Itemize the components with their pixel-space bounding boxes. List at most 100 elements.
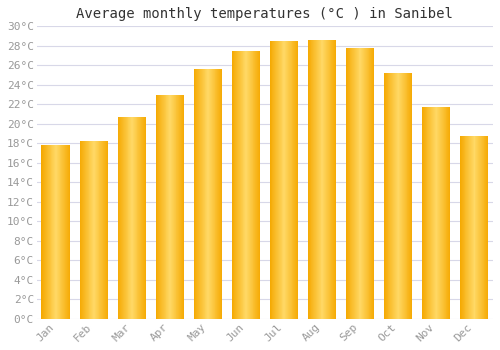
Bar bbox=[122, 117, 123, 319]
Bar bbox=[460, 136, 461, 319]
Bar bbox=[119, 117, 120, 319]
Bar bbox=[393, 73, 394, 319]
Bar bbox=[125, 117, 126, 319]
Bar bbox=[370, 48, 371, 319]
Bar bbox=[196, 69, 197, 319]
Bar bbox=[359, 48, 360, 319]
Bar bbox=[104, 141, 105, 319]
Bar bbox=[346, 48, 347, 319]
Bar bbox=[437, 107, 438, 319]
Bar bbox=[397, 73, 398, 319]
Bar bbox=[354, 48, 355, 319]
Bar bbox=[422, 107, 423, 319]
Bar bbox=[371, 48, 372, 319]
Bar bbox=[470, 136, 471, 319]
Bar bbox=[206, 69, 207, 319]
Bar bbox=[239, 51, 240, 319]
Bar bbox=[85, 141, 86, 319]
Bar bbox=[256, 51, 257, 319]
Bar bbox=[316, 40, 317, 319]
Bar bbox=[424, 107, 425, 319]
Bar bbox=[368, 48, 369, 319]
Bar bbox=[391, 73, 392, 319]
Bar bbox=[486, 136, 487, 319]
Bar bbox=[180, 94, 181, 319]
Bar bbox=[295, 41, 296, 319]
Bar bbox=[474, 136, 475, 319]
Bar bbox=[329, 40, 330, 319]
Bar bbox=[321, 40, 322, 319]
Bar bbox=[311, 40, 312, 319]
Bar bbox=[290, 41, 291, 319]
Bar bbox=[282, 41, 283, 319]
Bar bbox=[461, 136, 462, 319]
Bar bbox=[390, 73, 391, 319]
Bar bbox=[176, 94, 177, 319]
Bar bbox=[159, 94, 160, 319]
Bar bbox=[162, 94, 163, 319]
Bar bbox=[86, 141, 87, 319]
Bar bbox=[221, 69, 222, 319]
Bar bbox=[195, 69, 196, 319]
Bar bbox=[92, 141, 93, 319]
Bar bbox=[357, 48, 358, 319]
Bar bbox=[81, 141, 82, 319]
Bar bbox=[219, 69, 220, 319]
Bar bbox=[102, 141, 103, 319]
Bar bbox=[410, 73, 411, 319]
Bar bbox=[479, 136, 480, 319]
Bar bbox=[279, 41, 280, 319]
Bar bbox=[204, 69, 205, 319]
Bar bbox=[211, 69, 212, 319]
Bar bbox=[310, 40, 311, 319]
Bar bbox=[82, 141, 83, 319]
Bar bbox=[241, 51, 242, 319]
Bar bbox=[441, 107, 442, 319]
Bar bbox=[354, 48, 355, 319]
Bar bbox=[288, 41, 289, 319]
Bar bbox=[248, 51, 249, 319]
Bar bbox=[433, 107, 434, 319]
Bar bbox=[123, 117, 124, 319]
Bar bbox=[84, 141, 85, 319]
Bar bbox=[245, 51, 246, 319]
Bar bbox=[463, 136, 464, 319]
Bar bbox=[124, 117, 125, 319]
Bar bbox=[42, 145, 43, 319]
Bar bbox=[201, 69, 202, 319]
Bar bbox=[130, 117, 131, 319]
Bar bbox=[285, 41, 286, 319]
Bar bbox=[287, 41, 288, 319]
Bar bbox=[140, 117, 141, 319]
Bar bbox=[436, 107, 437, 319]
Bar bbox=[257, 51, 258, 319]
Bar bbox=[386, 73, 387, 319]
Bar bbox=[143, 117, 144, 319]
Bar bbox=[423, 107, 424, 319]
Bar bbox=[440, 107, 441, 319]
Bar bbox=[61, 145, 62, 319]
Bar bbox=[179, 94, 180, 319]
Bar bbox=[408, 73, 409, 319]
Bar bbox=[131, 117, 132, 319]
Bar bbox=[250, 51, 251, 319]
Bar bbox=[43, 145, 44, 319]
Bar bbox=[326, 40, 327, 319]
Bar bbox=[234, 51, 235, 319]
Bar bbox=[62, 145, 63, 319]
Bar bbox=[353, 48, 354, 319]
Bar bbox=[65, 145, 66, 319]
Bar bbox=[128, 117, 129, 319]
Bar bbox=[178, 94, 179, 319]
Bar bbox=[277, 41, 278, 319]
Bar bbox=[160, 94, 161, 319]
Bar bbox=[126, 117, 127, 319]
Bar bbox=[144, 117, 145, 319]
Bar bbox=[471, 136, 472, 319]
Bar bbox=[472, 136, 473, 319]
Bar bbox=[47, 145, 48, 319]
Bar bbox=[127, 117, 128, 319]
Bar bbox=[362, 48, 363, 319]
Bar bbox=[394, 73, 395, 319]
Bar bbox=[476, 136, 477, 319]
